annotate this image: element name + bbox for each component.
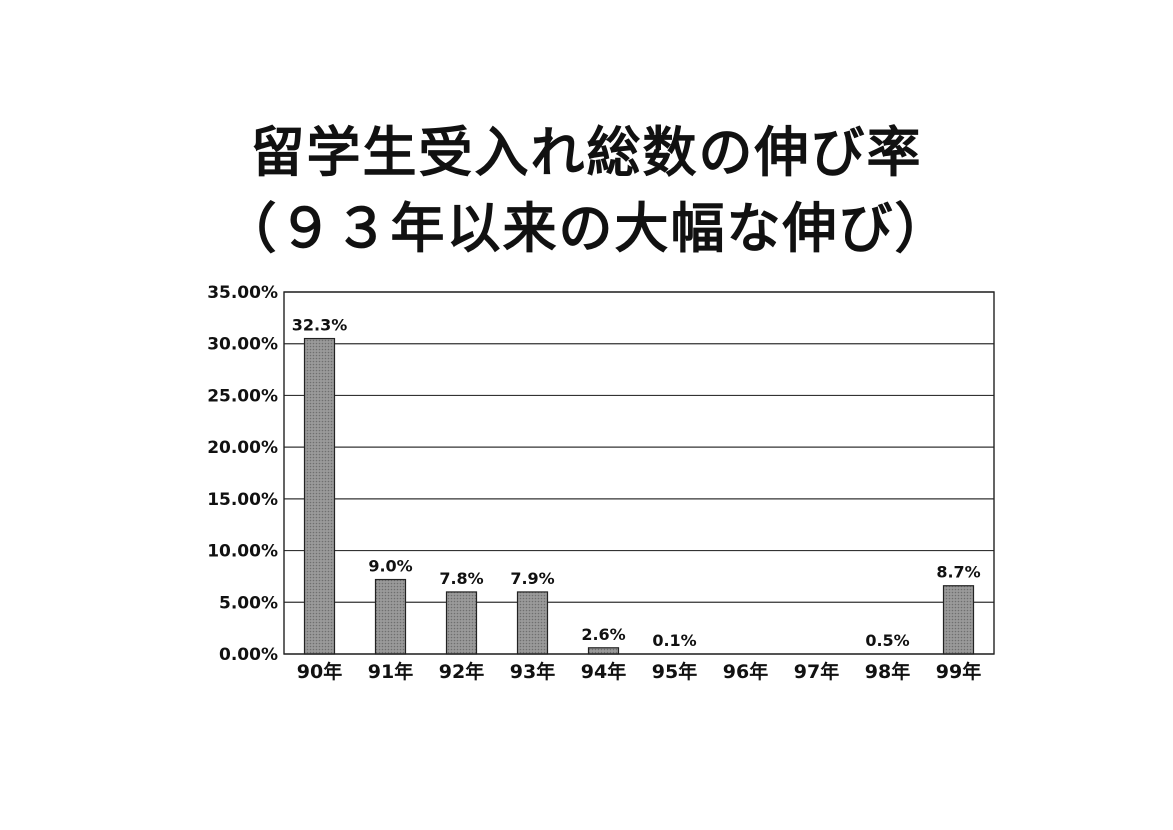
data-label: 8.7% bbox=[936, 563, 980, 582]
bar bbox=[516, 591, 549, 655]
x-tick-label: 90年 bbox=[297, 660, 342, 683]
x-tick-label: 99年 bbox=[936, 660, 981, 683]
data-label: 0.5% bbox=[865, 631, 909, 650]
data-label: 9.0% bbox=[368, 557, 412, 576]
bar bbox=[445, 591, 478, 655]
y-tick-label: 15.00% bbox=[207, 490, 278, 510]
x-tick-label: 95年 bbox=[652, 660, 697, 683]
bar bbox=[374, 578, 407, 655]
y-tick-label: 10.00% bbox=[207, 542, 278, 562]
y-tick-label: 30.00% bbox=[207, 335, 278, 355]
y-tick-label: 0.00% bbox=[219, 645, 278, 665]
data-label: 7.8% bbox=[439, 569, 483, 588]
x-tick-label: 94年 bbox=[581, 660, 626, 683]
bar bbox=[587, 647, 620, 655]
bar bbox=[303, 337, 336, 655]
data-label: 32.3% bbox=[292, 316, 348, 335]
bar bbox=[942, 585, 975, 655]
y-tick-label: 20.00% bbox=[207, 438, 278, 458]
x-tick-label: 97年 bbox=[794, 660, 839, 683]
x-tick-label: 96年 bbox=[723, 660, 768, 683]
data-label: 0.1% bbox=[652, 631, 696, 650]
chart-title: 留学生受入れ総数の伸び率 bbox=[250, 121, 923, 184]
x-tick-label: 93年 bbox=[510, 660, 555, 683]
x-tick-label: 91年 bbox=[368, 660, 413, 683]
y-tick-label: 5.00% bbox=[219, 593, 278, 613]
data-label: 2.6% bbox=[581, 625, 625, 644]
y-tick-label: 35.00% bbox=[207, 283, 278, 303]
x-tick-label: 92年 bbox=[439, 660, 484, 683]
chart-subtitle: （９３年以来の大幅な伸び） bbox=[222, 197, 951, 260]
y-tick-label: 25.00% bbox=[207, 386, 278, 406]
data-label: 7.9% bbox=[510, 569, 554, 588]
plot-frame bbox=[283, 291, 995, 655]
x-tick-label: 98年 bbox=[865, 660, 910, 683]
